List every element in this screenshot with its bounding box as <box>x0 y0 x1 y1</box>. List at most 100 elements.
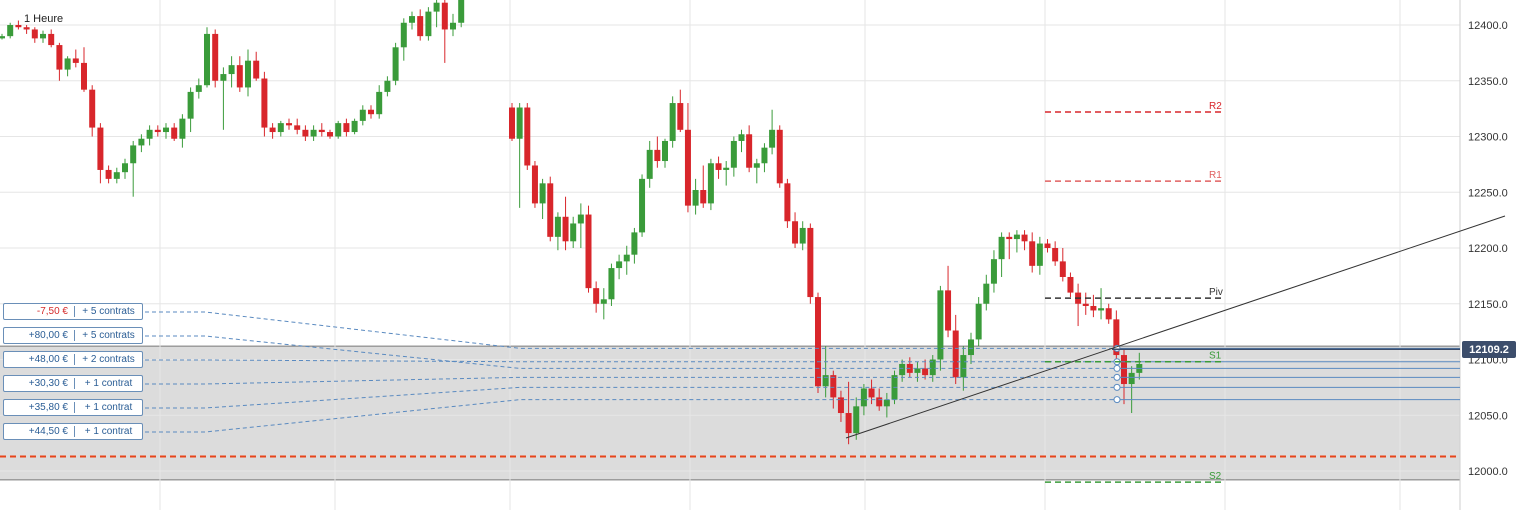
candle-body <box>163 127 169 133</box>
position-label[interactable]: +80,00 € + 5 contrats <box>3 327 143 344</box>
candle-body <box>1036 243 1043 266</box>
position-label[interactable]: +35,80 € + 1 contrat <box>3 399 143 416</box>
candle-body <box>409 16 415 23</box>
position-label[interactable]: +30,30 € + 1 contrat <box>3 375 143 392</box>
candle-body <box>1044 243 1051 248</box>
candle-body <box>97 127 104 170</box>
position-qty: + 1 contrat <box>84 402 133 413</box>
candle-body <box>662 140 668 162</box>
candle-body <box>677 103 684 130</box>
trendline <box>845 215 1506 439</box>
candle-body <box>868 388 875 398</box>
position-label[interactable]: +44,50 € + 1 contrat <box>3 423 143 440</box>
candle-body <box>105 169 112 179</box>
candle-body <box>122 163 128 173</box>
y-tick-label: 12050.0 <box>1468 410 1508 422</box>
candle-body <box>547 183 554 237</box>
candle-body <box>524 107 531 166</box>
candle-body <box>723 167 730 170</box>
position-pnl: +35,80 € <box>4 402 75 413</box>
candle-body <box>960 355 967 378</box>
candle-body <box>784 183 791 222</box>
candle-body <box>799 227 806 244</box>
y-tick-label: 12000.0 <box>1468 466 1508 478</box>
position-label[interactable]: -7,50 € + 5 contrats <box>3 303 143 320</box>
candle-body <box>171 127 178 139</box>
candle-body <box>277 123 284 133</box>
position-connector <box>145 335 1112 369</box>
candle-body <box>860 388 867 407</box>
candle-body <box>1006 236 1013 240</box>
y-tick-label: 12350.0 <box>1468 76 1508 88</box>
candle-body <box>433 2 440 12</box>
candle-body <box>335 123 342 137</box>
candle-body <box>1105 308 1112 320</box>
candle-body <box>138 138 145 146</box>
candle-body <box>31 29 38 39</box>
candle-body <box>968 339 974 356</box>
candle-body <box>990 259 997 284</box>
candle-body <box>1090 305 1097 311</box>
candle-body <box>1121 355 1127 385</box>
candle-body <box>400 22 407 48</box>
candle-body <box>929 359 936 376</box>
candle-body <box>807 227 814 298</box>
y-tick-label: 12400.0 <box>1468 20 1508 32</box>
candle-body <box>113 172 120 179</box>
candle-body <box>1052 248 1059 262</box>
y-tick-label: 12250.0 <box>1468 187 1508 199</box>
candle-body <box>952 330 959 378</box>
candle-body <box>425 11 432 37</box>
candle-body <box>458 0 465 23</box>
position-pnl: +48,00 € <box>4 354 75 365</box>
candle-body <box>1029 241 1036 266</box>
candle-body <box>577 214 584 224</box>
candle-body <box>914 368 921 373</box>
position-qty: + 5 contrats <box>82 306 135 317</box>
position-marker <box>1113 383 1121 391</box>
candle-body <box>294 125 301 130</box>
candle-body <box>1113 319 1120 356</box>
candle-body <box>876 397 883 407</box>
candle-body <box>351 120 358 133</box>
candle-body <box>639 178 646 233</box>
position-zone <box>0 346 1460 480</box>
candle-body <box>792 221 799 244</box>
position-marker <box>1113 396 1121 404</box>
candle-body <box>154 129 161 133</box>
candle-body <box>302 129 309 137</box>
candle-body <box>327 132 333 137</box>
position-marker <box>1113 373 1121 381</box>
candle-body <box>616 261 623 269</box>
candle-body <box>261 78 268 128</box>
position-label[interactable]: +48,00 € + 2 contrats <box>3 351 143 368</box>
candle-body <box>376 91 383 115</box>
position-qty: + 5 contrats <box>82 330 135 341</box>
candle-body <box>562 216 569 242</box>
candle-body <box>7 25 14 37</box>
candle-body <box>1098 308 1105 311</box>
candle-body <box>343 123 350 133</box>
candle-body <box>646 149 653 179</box>
timeframe-label: 1 Heure <box>24 13 64 25</box>
candle-body <box>179 118 186 139</box>
candle-body <box>56 45 63 70</box>
candle-body <box>130 145 137 164</box>
candle-body <box>746 134 753 168</box>
candle-body <box>441 2 448 30</box>
candle-body <box>81 62 87 90</box>
candle-body <box>776 129 783 184</box>
candle-body <box>631 232 638 255</box>
position-connector <box>145 386 1112 409</box>
candle-body <box>738 134 745 141</box>
candle-body <box>837 397 844 414</box>
candle-body <box>204 33 210 86</box>
candle-body <box>0 36 5 39</box>
candle-body <box>684 129 691 206</box>
candle-body <box>1082 303 1089 306</box>
candle-body <box>998 236 1005 260</box>
candle-body <box>600 299 607 304</box>
candle-body <box>269 127 276 133</box>
candle-body <box>212 33 219 81</box>
